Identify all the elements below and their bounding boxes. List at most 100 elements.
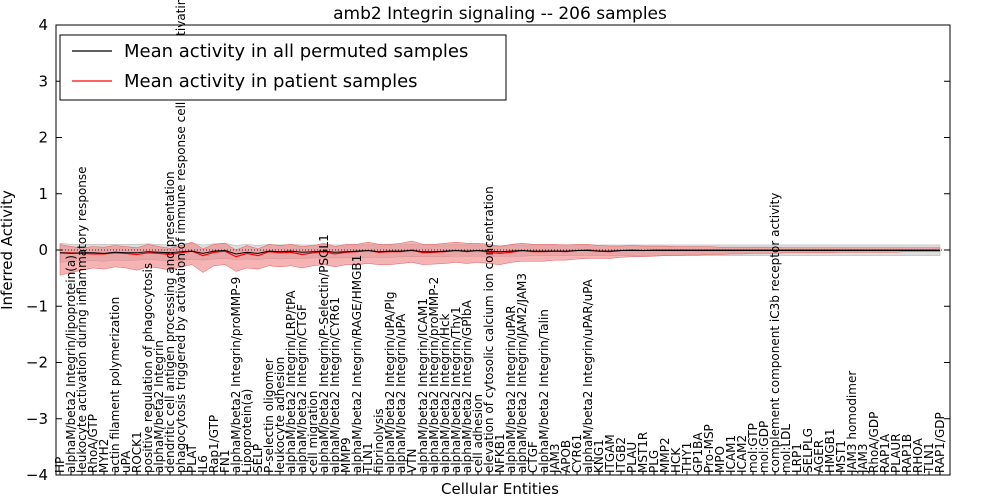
x-category-label: RhoA/GDP bbox=[867, 412, 881, 473]
x-category-label: positive regulation of phagocytosis bbox=[141, 263, 155, 473]
x-category-label: NFKB1 bbox=[493, 433, 507, 473]
x-category-label: alphaM/beta2 Integrin/proMMP-2 bbox=[427, 277, 441, 473]
x-category-label: SELP bbox=[251, 444, 265, 473]
x-category-label: HCK bbox=[669, 447, 683, 473]
x-category-label: alphaM/beta2 Integrin/CTGF bbox=[295, 304, 309, 473]
x-category-label: alphaM/beta2 Integrin/uPAR/uPA bbox=[581, 278, 595, 473]
y-tick-label: 4 bbox=[38, 16, 48, 34]
patient-line bbox=[60, 249, 940, 258]
x-category-label: TLN1 bbox=[922, 442, 936, 474]
x-category-label: HP bbox=[53, 457, 67, 473]
x-category-label: THY1 bbox=[680, 442, 694, 474]
y-tick-label: 3 bbox=[38, 72, 48, 90]
x-category-label: KNG1 bbox=[592, 439, 606, 473]
x-category-label: complement component iC3b receptor activ… bbox=[768, 193, 782, 473]
x-category-label: MYH2 bbox=[97, 439, 111, 473]
x-category-label: PLAT bbox=[185, 444, 199, 473]
x-category-label: alphaM/beta2 Integrin/Thy1 bbox=[449, 306, 463, 473]
x-category-label: IL6 bbox=[196, 455, 210, 473]
x-category-label: RAP1A bbox=[878, 433, 892, 473]
x-category-label: JAM3 bbox=[548, 443, 562, 474]
x-category-label: alphaM/beta2 Integrin/RAGE/HMGB1 bbox=[350, 255, 364, 473]
x-category-label: cell adhesion bbox=[471, 394, 485, 473]
x-category-label: JAM3 homodimer bbox=[845, 371, 859, 474]
x-category-label: Lipoprotein(a) bbox=[240, 389, 254, 473]
x-category-label: Pro-MSP bbox=[702, 424, 716, 473]
x-category-label: phagocytosis triggered by activation of … bbox=[174, 0, 188, 473]
x-category-label: alphaM/beta2 Integrin/P-Selectin/PSGL1 bbox=[317, 234, 331, 473]
legend-box bbox=[59, 34, 507, 101]
y-axis-ticks: −4 −3 −2 −1 0 1 2 3 4 bbox=[26, 16, 950, 484]
x-category-label: alphaM/beta2 Integrin/lipoprotein(a) bbox=[64, 255, 78, 473]
x-category-label: MMP2 bbox=[658, 437, 672, 473]
y-tick-label: 1 bbox=[38, 185, 48, 203]
y-tick-label: −2 bbox=[26, 354, 48, 372]
x-category-label: alphaM/beta2 Integrin/uPA bbox=[394, 313, 408, 473]
x-category-label: alphaM/beta2 Integrin/uPAR bbox=[504, 305, 518, 473]
x-category-label: alphaM/beta2 Integrin/Hck bbox=[438, 313, 452, 473]
y-tick-label: 0 bbox=[38, 241, 48, 259]
x-category-label: MMP9 bbox=[339, 437, 353, 473]
x-category-label: MST1R bbox=[636, 432, 650, 473]
x-category-label: alphaM/beta2 Integrin/JAM2/JAM3 bbox=[515, 273, 529, 473]
x-category-label: alphaM/beta2 Integrin/Talin bbox=[537, 309, 551, 473]
x-category-label: fibrinolysis bbox=[372, 408, 386, 473]
x-category-label: alphaM/beta2 Integrin/ICAM1 bbox=[416, 298, 430, 473]
x-category-label: VTN bbox=[405, 448, 419, 473]
x-category-label: RAP1/GDP bbox=[933, 412, 947, 473]
chart-title: amb2 Integrin signaling -- 206 samples bbox=[333, 4, 667, 24]
x-category-label: SELPLG bbox=[801, 428, 815, 473]
x-category-label: P-selectin oligomer bbox=[262, 358, 276, 473]
x-category-label: RHOA bbox=[911, 437, 925, 473]
x-category-label: elevation of cytosolic calcium ion conce… bbox=[482, 186, 496, 473]
x-category-label: LRP1 bbox=[790, 443, 804, 473]
x-category-label: CTGF bbox=[526, 441, 540, 473]
x-category-label: CYR61 bbox=[570, 434, 584, 473]
x-category-label: Rap1/GTP bbox=[207, 415, 221, 473]
legend-entry-patient: Mean activity in patient samples bbox=[124, 71, 418, 92]
x-category-label: ICAM2 bbox=[735, 435, 749, 473]
y-tick-label: 2 bbox=[38, 129, 48, 147]
legend-entry-permuted: Mean activity in all permuted samples bbox=[124, 41, 468, 62]
x-category-label: leukocyte activation during inflammatory… bbox=[75, 166, 89, 473]
x-category-label: cell migration bbox=[306, 391, 320, 473]
x-category-label: PLG bbox=[647, 450, 661, 473]
x-category-label: TLN1 bbox=[361, 442, 375, 474]
x-category-label: RhoA/GTP bbox=[86, 414, 100, 473]
y-tick-label: −1 bbox=[26, 297, 48, 315]
x-category-label: MPO bbox=[713, 446, 727, 473]
x-category-label: mol:LDL bbox=[779, 424, 793, 473]
x-category-label: ITGAM bbox=[603, 434, 617, 473]
x-category-label: HMGB1 bbox=[823, 428, 837, 473]
x-category-label: MST1 bbox=[834, 440, 848, 473]
x-category-label: AGER bbox=[812, 440, 826, 473]
x-category-label: PLAUR bbox=[889, 433, 903, 473]
x-category-label: ICAM1 bbox=[724, 435, 738, 473]
x-category-label: GP1BA bbox=[691, 432, 705, 473]
x-category-label: mol:GDP bbox=[757, 421, 771, 473]
x-category-label: RAP1B bbox=[900, 434, 914, 473]
x-category-label: APOB bbox=[559, 440, 573, 473]
x-category-label: dendritic cell antigen processing and pr… bbox=[163, 171, 177, 473]
x-category-label: leukocyte adhesion bbox=[273, 357, 287, 473]
legend: Mean activity in all permuted samples Me… bbox=[59, 34, 507, 101]
x-category-label: mol:GTP bbox=[746, 423, 760, 473]
y-tick-label: −3 bbox=[26, 410, 48, 428]
x-category-label: actin filament polymerization bbox=[108, 297, 122, 473]
x-category-label: PLAU bbox=[625, 442, 639, 473]
y-axis-title: Inferred Activity bbox=[0, 190, 16, 310]
x-category-label: ROCK1 bbox=[130, 431, 144, 473]
y-tick-label: −4 bbox=[26, 466, 48, 484]
x-category-label: alphaM/beta2 Integrin/GPIbA bbox=[460, 299, 474, 473]
x-category-label: alphaM/beta2 Integrin/CYR61 bbox=[328, 297, 342, 473]
x-category-label: alphaM/beta2 Integrin/proMMP-9 bbox=[229, 277, 243, 473]
x-category-label: ITGB2 bbox=[614, 437, 628, 473]
x-category-label: uPA bbox=[119, 450, 133, 473]
permuted-line bbox=[59, 250, 940, 255]
x-category-label: alphaM/beta2 Integrin/uPA/Plg bbox=[383, 292, 397, 473]
x-category-label: alphaM/beta2 Integrin/LRP/tPA bbox=[284, 290, 298, 473]
x-category-label: FN1 bbox=[218, 449, 232, 473]
